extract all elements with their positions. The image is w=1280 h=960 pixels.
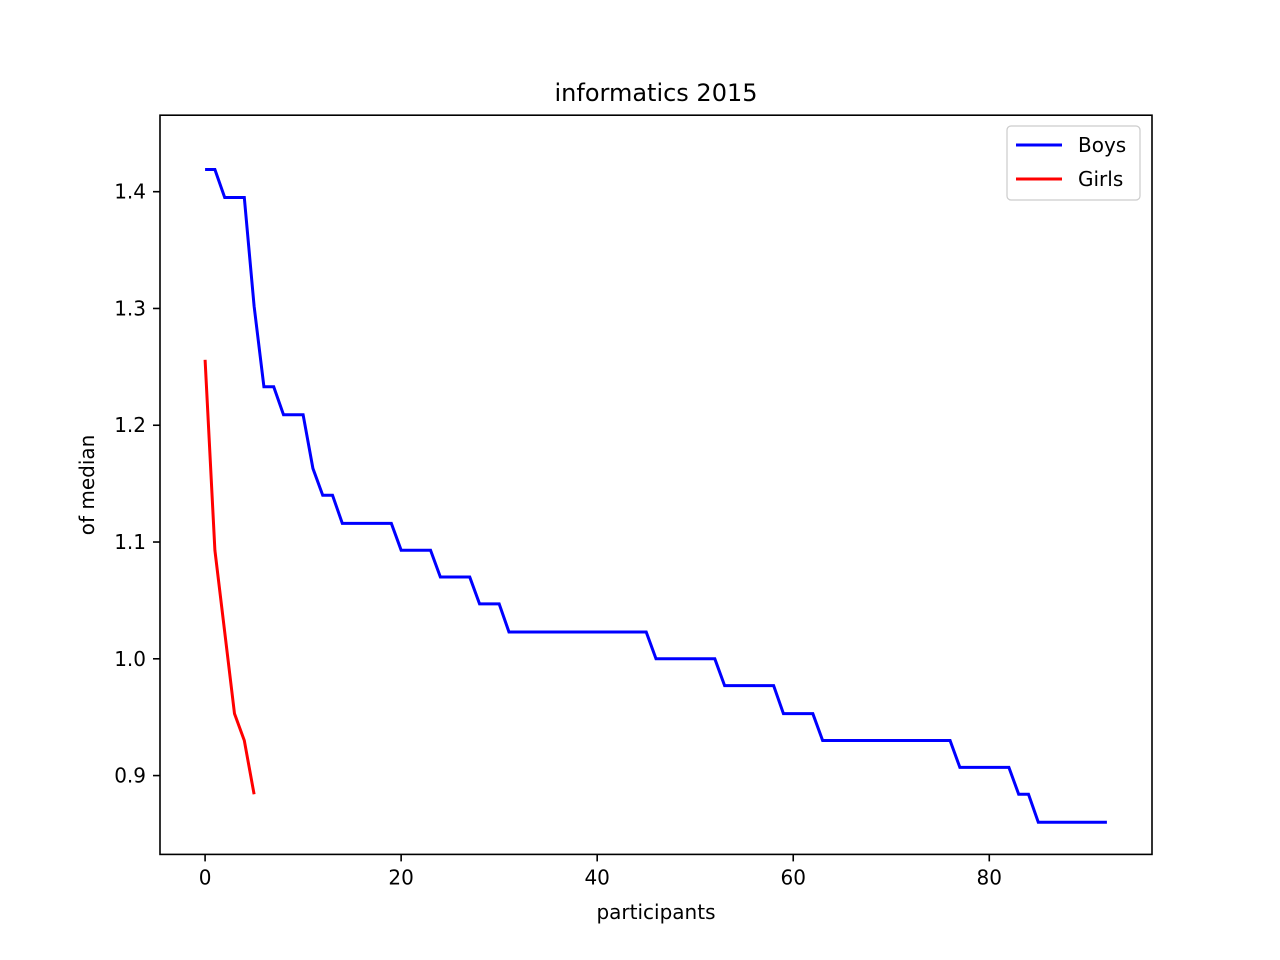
series-layer — [203, 168, 1107, 824]
series-line-boys — [205, 168, 1107, 824]
x-tick-label: 80 — [977, 865, 1002, 889]
y-tick-label: 1.0 — [114, 647, 146, 671]
y-tick-label: 1.1 — [114, 530, 146, 554]
plot-area — [159, 114, 1153, 856]
x-tick-label: 60 — [781, 865, 806, 889]
x-tick-label: 20 — [388, 865, 413, 889]
plot-frame — [159, 114, 1153, 856]
x-tick-label: 0 — [199, 865, 212, 889]
y-tick-label: 1.3 — [114, 296, 146, 320]
legend-label-boys: Boys — [1078, 133, 1126, 157]
y-tick-label: 1.2 — [114, 413, 146, 437]
x-tick-label: 40 — [584, 865, 609, 889]
y-axis-label: of median — [75, 435, 99, 536]
y-tick-label: 0.9 — [114, 764, 146, 788]
chart-title: informatics 2015 — [554, 79, 757, 107]
x-axis-label: participants — [596, 900, 715, 924]
legend: Boys Girls — [1006, 125, 1141, 201]
legend-label-girls: Girls — [1078, 167, 1123, 191]
x-axis: 0 20 40 60 80 — [199, 854, 1002, 889]
y-tick-label: 1.4 — [114, 180, 146, 204]
series-line-girls — [203, 359, 256, 795]
y-axis: 0.9 1.0 1.1 1.2 1.3 1.4 — [114, 180, 160, 788]
